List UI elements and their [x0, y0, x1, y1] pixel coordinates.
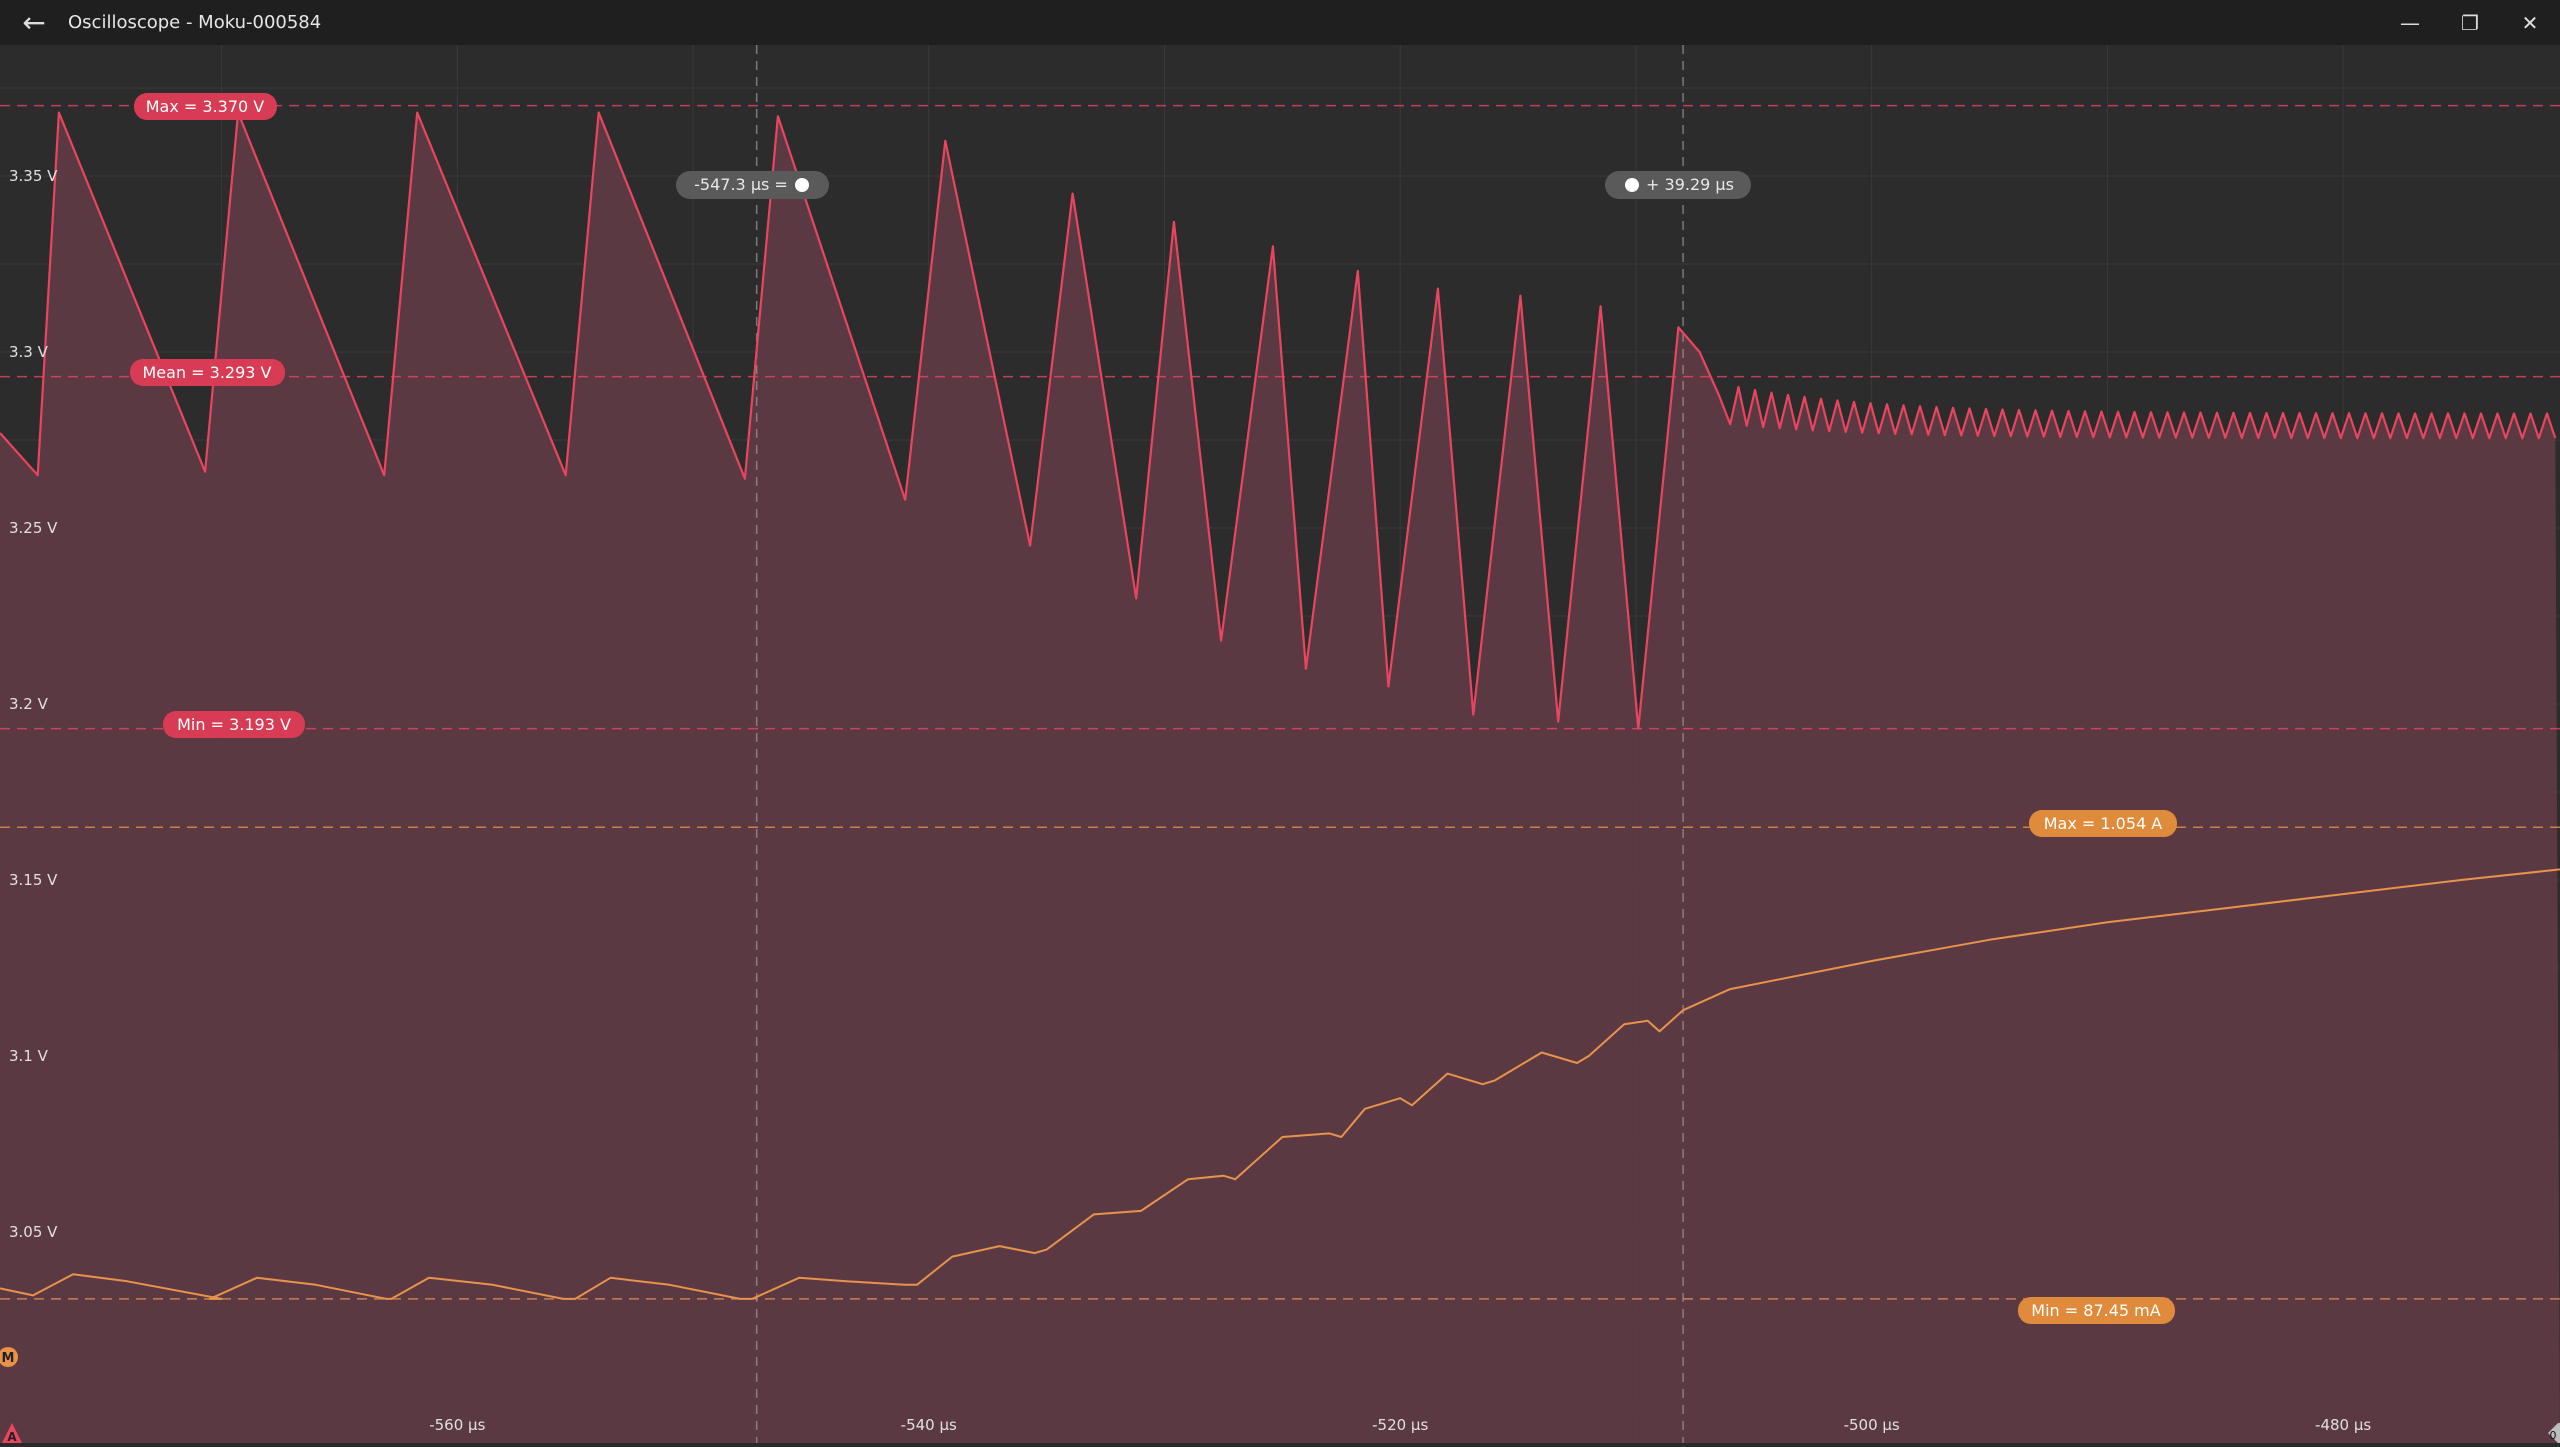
channel-a-marker[interactable]: A: [2, 1423, 22, 1444]
m-min-badge[interactable]: Min = 87.45 mA: [2018, 1297, 2175, 1324]
cursor-left-handle-icon[interactable]: [795, 178, 809, 192]
window-controls: — ❐ ✕: [2380, 0, 2560, 45]
minimize-icon[interactable]: —: [2400, 10, 2420, 35]
y-tick-label: 3.35 V: [9, 167, 58, 185]
x-axis-ticks: -560 µs -540 µs -520 µs -500 µs -480 µs: [429, 1416, 2371, 1434]
trigger-marker[interactable]: 0: [2548, 1423, 2560, 1443]
cursor-right-handle-icon[interactable]: [1625, 178, 1639, 192]
svg-text:M: M: [2, 1351, 15, 1366]
a-min-badge[interactable]: Min = 3.193 V: [163, 711, 305, 738]
x-tick-label: -540 µs: [901, 1416, 957, 1434]
channel-a-fill: [0, 112, 2560, 1444]
x-tick-label: -480 µs: [2315, 1416, 2371, 1434]
y-axis-ticks: 3.35 V 3.3 V 3.25 V 3.2 V 3.15 V 3.1 V 3.05 V: [9, 167, 58, 1241]
a-min-label: Min = 3.193 V: [177, 715, 291, 734]
a-mean-label: Mean = 3.293 V: [142, 363, 271, 382]
a-mean-badge[interactable]: Mean = 3.293 V: [130, 359, 285, 386]
svg-text:A: A: [7, 1430, 17, 1443]
m-max-label: Max = 1.054 A: [2044, 814, 2163, 833]
y-tick-label: 3.1 V: [9, 1047, 49, 1065]
y-tick-label: 3.3 V: [9, 343, 49, 361]
cursor-left-label: -547.3 µs =: [694, 175, 788, 194]
channel-a-trace: [0, 111, 2557, 730]
y-tick-label: 3.2 V: [9, 695, 49, 713]
x-tick-label: -500 µs: [1844, 1416, 1900, 1434]
y-tick-label: 3.25 V: [9, 519, 58, 537]
y-tick-label: 3.05 V: [9, 1223, 58, 1241]
x-tick-label: -560 µs: [429, 1416, 485, 1434]
cursor-right-badge[interactable]: + 39.29 µs: [1605, 171, 1751, 199]
channel-m-trace: [0, 868, 2560, 1300]
m-min-label: Min = 87.45 mA: [2031, 1301, 2160, 1320]
x-tick-label: -520 µs: [1372, 1416, 1428, 1434]
measurement-guides: [0, 45, 2560, 1443]
restore-icon[interactable]: ❐: [2461, 10, 2479, 35]
m-max-badge[interactable]: Max = 1.054 A: [2029, 810, 2177, 837]
window-title: Oscilloscope - Moku-000584: [68, 12, 322, 33]
close-icon[interactable]: ✕: [2521, 10, 2539, 35]
svg-text:0: 0: [2550, 1429, 2557, 1442]
title-bar: ← Oscilloscope - Moku-000584 — ❐ ✕: [0, 0, 2560, 45]
a-max-badge[interactable]: Max = 3.370 V: [134, 93, 277, 120]
a-max-label: Max = 3.370 V: [146, 97, 265, 116]
cursor-right-label: + 39.29 µs: [1646, 175, 1734, 194]
arrow-left-icon[interactable]: ←: [22, 6, 46, 39]
cursor-left-badge[interactable]: -547.3 µs =: [676, 171, 829, 199]
math-channel-marker[interactable]: M: [0, 1347, 18, 1367]
y-tick-label: 3.15 V: [9, 871, 58, 889]
